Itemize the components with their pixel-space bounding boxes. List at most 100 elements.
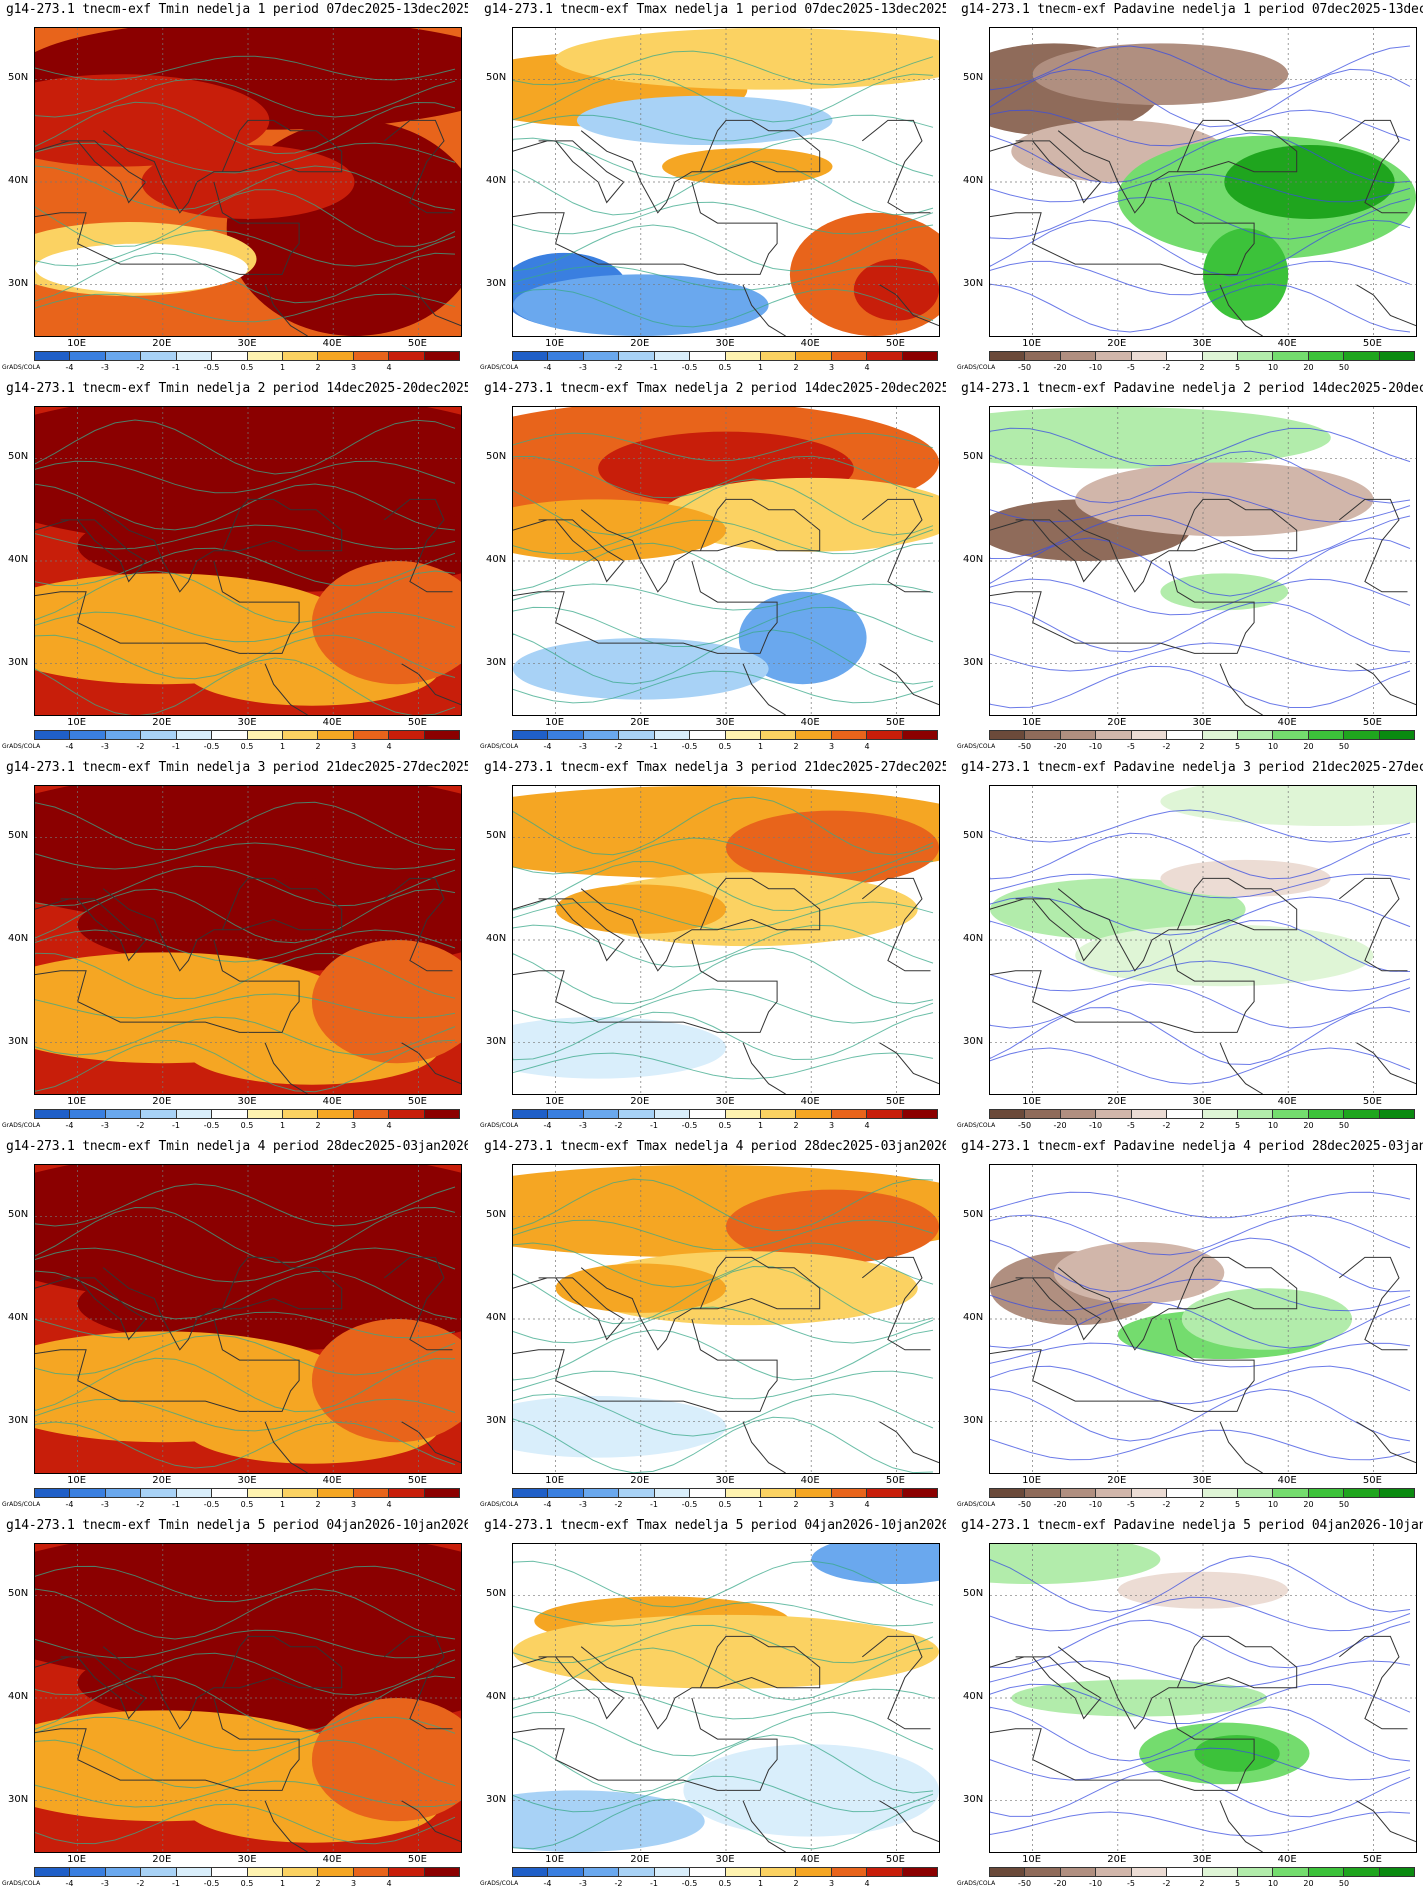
longitude-label: 30E <box>237 338 257 349</box>
contour-line <box>990 1683 1411 1725</box>
coastline <box>742 284 786 336</box>
panel-title: g14-273.1 tnecm-exf Padavine nedelja 4 p… <box>961 1139 1423 1154</box>
longitude-label: 40E <box>800 1096 820 1107</box>
coastline <box>879 1421 939 1464</box>
colorbar-label: -2 <box>136 1500 145 1509</box>
colorbar-swatch <box>796 1489 832 1497</box>
contour-line <box>990 920 1411 973</box>
colorbar-label: -4 <box>65 742 74 751</box>
colorbar-label: 0.5 <box>240 1121 254 1130</box>
coastline <box>35 1318 300 1412</box>
map-frame <box>34 27 462 337</box>
longitude-label: 50E <box>1362 1854 1382 1865</box>
colorbar-swatch <box>796 1110 832 1118</box>
longitude-label: 30E <box>237 1854 257 1865</box>
latitude-label: 50N <box>963 830 984 842</box>
contour-line <box>990 642 1411 672</box>
latitude-label: 40N <box>8 554 29 565</box>
colorbar-swatch <box>1344 352 1380 360</box>
colorbar-label: 50 <box>1338 1500 1350 1509</box>
map-svg <box>35 28 461 336</box>
anomaly-field <box>1224 145 1395 219</box>
colorbar-label: -0.5 <box>681 742 698 751</box>
contour-line <box>513 478 934 536</box>
latitude-label: 30N <box>963 1035 984 1047</box>
colorbar-swatch <box>1202 1110 1238 1118</box>
colorbar-label: 3 <box>828 1879 835 1888</box>
latitude-label: 40N <box>486 1312 507 1323</box>
colorbar-swatch <box>35 1489 71 1497</box>
contour-line <box>35 1565 456 1603</box>
longitude-label: 40E <box>322 717 342 728</box>
latitude-label: 30N <box>486 1793 507 1805</box>
colorbar-swatch <box>141 1868 177 1876</box>
contour-line <box>35 547 456 587</box>
longitude-label: 10E <box>1022 717 1042 728</box>
contour-line <box>990 1237 1411 1293</box>
colorbar-swatch <box>353 1868 390 1876</box>
colorbar-swatch <box>424 1489 460 1497</box>
colorbar-swatch <box>70 1868 106 1876</box>
map-frame <box>512 1164 940 1474</box>
longitude-label: 20E <box>1107 1854 1127 1865</box>
colorbar-swatch <box>831 731 868 739</box>
map-svg <box>513 407 939 715</box>
map-frame <box>512 785 940 1095</box>
contour-line <box>513 796 934 856</box>
anomaly-field <box>1053 1242 1225 1304</box>
colorbar-label: -0.5 <box>681 1500 698 1509</box>
colorbar-label: -50 <box>1017 1121 1032 1130</box>
coastline <box>264 1800 308 1852</box>
anomaly-field <box>811 1544 939 1585</box>
map-panel-tmax: g14-273.1 tnecm-exf Tmax nedelja 5 perio… <box>478 1516 948 1895</box>
contour-line <box>35 888 456 944</box>
colorbar-swatch <box>619 731 655 739</box>
colorbar-swatch <box>35 1110 71 1118</box>
map-frame <box>512 27 940 337</box>
anomaly-field <box>1160 859 1331 897</box>
panel-title: g14-273.1 tnecm-exf Tmin nedelja 5 perio… <box>6 1518 468 1533</box>
coastline <box>383 119 453 214</box>
colorbar-label: 10 <box>1267 742 1279 751</box>
colorbar-label: 1 <box>279 1879 286 1888</box>
colorbar-swatch <box>212 1110 248 1118</box>
colorbar-swatch <box>990 352 1026 360</box>
longitude-label: 10E <box>67 338 87 349</box>
anomaly-field <box>513 1614 939 1689</box>
map-panel-tmin: g14-273.1 tnecm-exf Tmin nedelja 4 perio… <box>0 1137 470 1516</box>
longitude-label: 40E <box>1277 1854 1297 1865</box>
colorbar-swatch <box>247 352 283 360</box>
colorbar-swatch <box>35 352 71 360</box>
longitude-label: 50E <box>1362 338 1382 349</box>
contour-line <box>35 634 456 680</box>
colorbar-swatch <box>212 731 248 739</box>
colorbar-label: -1 <box>172 1879 180 1888</box>
longitude-label: 50E <box>407 1096 427 1107</box>
coastline <box>102 119 343 214</box>
colorbar-swatch <box>831 1110 868 1118</box>
colorbar-label: -20 <box>1053 1500 1067 1509</box>
colorbar-swatch <box>690 352 726 360</box>
contour-line <box>35 570 456 624</box>
colorbar-label: -0.5 <box>203 742 220 751</box>
longitude-label: 30E <box>1192 717 1212 728</box>
colorbar-label: 0.5 <box>718 1121 732 1130</box>
latitude-label: 30N <box>486 1035 507 1047</box>
colorbar-swatch <box>424 1110 460 1118</box>
contour-line <box>513 1329 934 1381</box>
colorbar-label: -2 <box>614 1500 623 1509</box>
longitude-label: 40E <box>1277 1475 1297 1486</box>
colorbar-label: 20 <box>1303 1121 1314 1130</box>
colorbar-label: 1 <box>757 742 764 751</box>
colorbar-swatch <box>1379 352 1415 360</box>
colorbar-swatch <box>867 1868 903 1876</box>
colorbar-swatch <box>70 1489 106 1497</box>
latitude-label: 40N <box>8 1312 29 1323</box>
longitude-label: 20E <box>630 1854 650 1865</box>
contour-line <box>990 1342 1411 1368</box>
colorbar-swatch <box>70 1110 106 1118</box>
map-panel-pad: g14-273.1 tnecm-exf Padavine nedelja 3 p… <box>955 758 1425 1137</box>
latitude-label: 50N <box>486 1588 507 1600</box>
longitude-label: 30E <box>1192 1475 1212 1486</box>
colorbar-label: -1 <box>650 742 658 751</box>
